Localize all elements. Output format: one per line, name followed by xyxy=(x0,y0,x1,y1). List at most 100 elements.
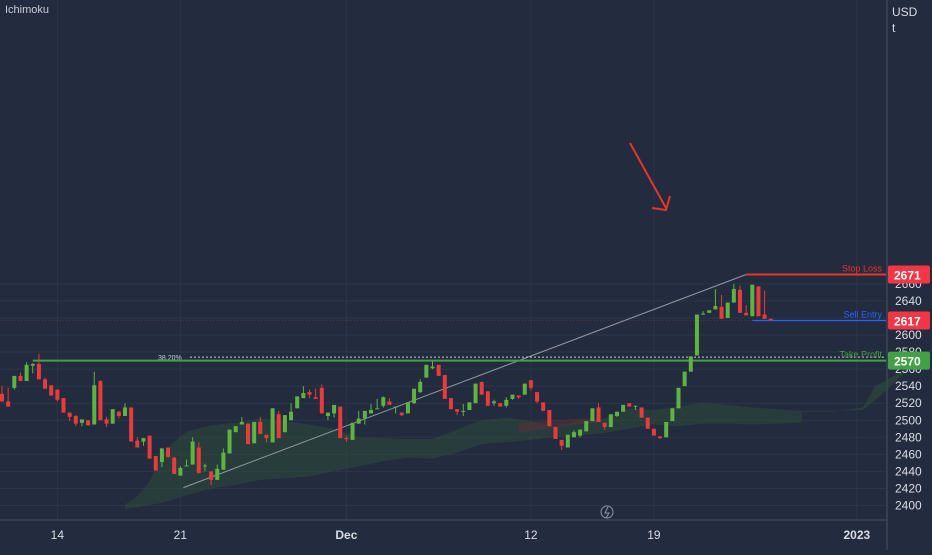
candle-body xyxy=(111,409,115,423)
indicator-label[interactable]: Ichimoku xyxy=(5,4,49,16)
candle-body xyxy=(185,465,189,466)
candle-body xyxy=(406,402,410,413)
candle-body xyxy=(387,401,391,404)
currency-code: USD xyxy=(892,4,928,20)
candle-body xyxy=(123,407,127,416)
candle-body xyxy=(664,422,668,437)
candle-body xyxy=(560,440,564,446)
candle-body xyxy=(12,376,16,388)
candle-body xyxy=(18,376,22,381)
candle-body xyxy=(529,380,533,388)
y-tick-label: 2640 xyxy=(895,294,922,308)
candle-body xyxy=(209,471,213,480)
candle-body xyxy=(74,416,78,424)
candle-body xyxy=(590,408,594,421)
candle-body xyxy=(332,405,336,414)
candle-body xyxy=(31,364,35,366)
y-tick-label: 2500 xyxy=(895,413,922,427)
candle-body xyxy=(578,430,582,436)
candle-body xyxy=(504,400,508,406)
candle-body xyxy=(695,315,699,356)
candle-body xyxy=(43,379,47,388)
x-tick-label: 14 xyxy=(51,528,65,542)
candle-body xyxy=(431,367,435,369)
candle-body xyxy=(633,406,637,407)
candle-body xyxy=(25,365,29,381)
sell-entry-price-tag-label: 2617 xyxy=(894,315,921,329)
candle-body xyxy=(541,402,545,411)
candle-body xyxy=(172,458,176,474)
candle-body xyxy=(683,372,687,386)
candle-body xyxy=(258,422,262,434)
candle-body xyxy=(467,402,471,410)
candle-body xyxy=(129,407,133,441)
candle-body xyxy=(554,427,558,439)
candle-body xyxy=(732,289,736,303)
candle-body xyxy=(707,310,711,313)
sell-entry-label: Sell Entry xyxy=(843,310,882,320)
candle-body xyxy=(148,436,152,459)
candle-body xyxy=(308,392,312,395)
candle-body xyxy=(701,314,705,315)
candle-body xyxy=(750,285,754,317)
candle-body xyxy=(609,414,613,427)
candle-body xyxy=(363,411,367,419)
stop-loss-price-tag-label: 2671 xyxy=(894,268,921,282)
take-profit-label: Take Profit xyxy=(839,350,882,360)
candle-body xyxy=(326,413,330,416)
candle-body xyxy=(658,436,662,438)
candle-body xyxy=(640,407,644,417)
candle-body xyxy=(215,469,219,480)
currency-label: USD t xyxy=(892,4,928,36)
candle-body xyxy=(0,394,4,402)
candle-body xyxy=(584,421,588,431)
candle-body xyxy=(264,435,268,438)
y-tick-label: 2520 xyxy=(895,396,922,410)
candle-body xyxy=(234,426,238,432)
y-tick-label: 2420 xyxy=(895,481,922,495)
candle-body xyxy=(271,408,275,442)
candle-body xyxy=(437,365,441,376)
candle-body xyxy=(338,407,342,439)
candle-body xyxy=(486,391,490,405)
y-tick-label: 2460 xyxy=(895,447,922,461)
x-tick-label: Dec xyxy=(335,528,357,542)
y-tick-label: 2540 xyxy=(895,379,922,393)
candle-body xyxy=(547,410,551,426)
candle-body xyxy=(424,365,428,378)
candle-body xyxy=(344,438,348,439)
candle-body xyxy=(92,385,96,424)
candle-body xyxy=(412,389,416,403)
candle-body xyxy=(597,407,601,421)
candle-body xyxy=(677,388,681,408)
candle-body xyxy=(744,313,748,316)
candle-body xyxy=(381,397,385,406)
candle-body xyxy=(418,382,422,392)
candle-body xyxy=(510,395,514,399)
candle-body xyxy=(289,412,293,421)
candle-body xyxy=(480,382,484,395)
candle-body xyxy=(240,422,244,425)
candle-body xyxy=(769,319,773,321)
candle-body xyxy=(295,396,299,408)
candle-body xyxy=(689,356,693,371)
candle-body xyxy=(670,408,674,421)
candle-body xyxy=(621,405,625,412)
candle-body xyxy=(369,410,373,413)
candle-body xyxy=(566,435,570,448)
currency-suffix: t xyxy=(892,20,928,36)
candle-body xyxy=(375,408,379,409)
candle-body xyxy=(756,286,760,316)
candle-body xyxy=(49,385,53,395)
candle-body xyxy=(461,411,465,412)
candle-body xyxy=(221,453,225,470)
candle-body xyxy=(523,384,527,395)
candle-body xyxy=(191,442,195,465)
candle-body xyxy=(252,422,256,443)
candle-body xyxy=(283,415,287,432)
x-tick-label: 12 xyxy=(524,528,538,542)
candle-body xyxy=(314,397,318,399)
y-tick-label: 2600 xyxy=(895,328,922,342)
